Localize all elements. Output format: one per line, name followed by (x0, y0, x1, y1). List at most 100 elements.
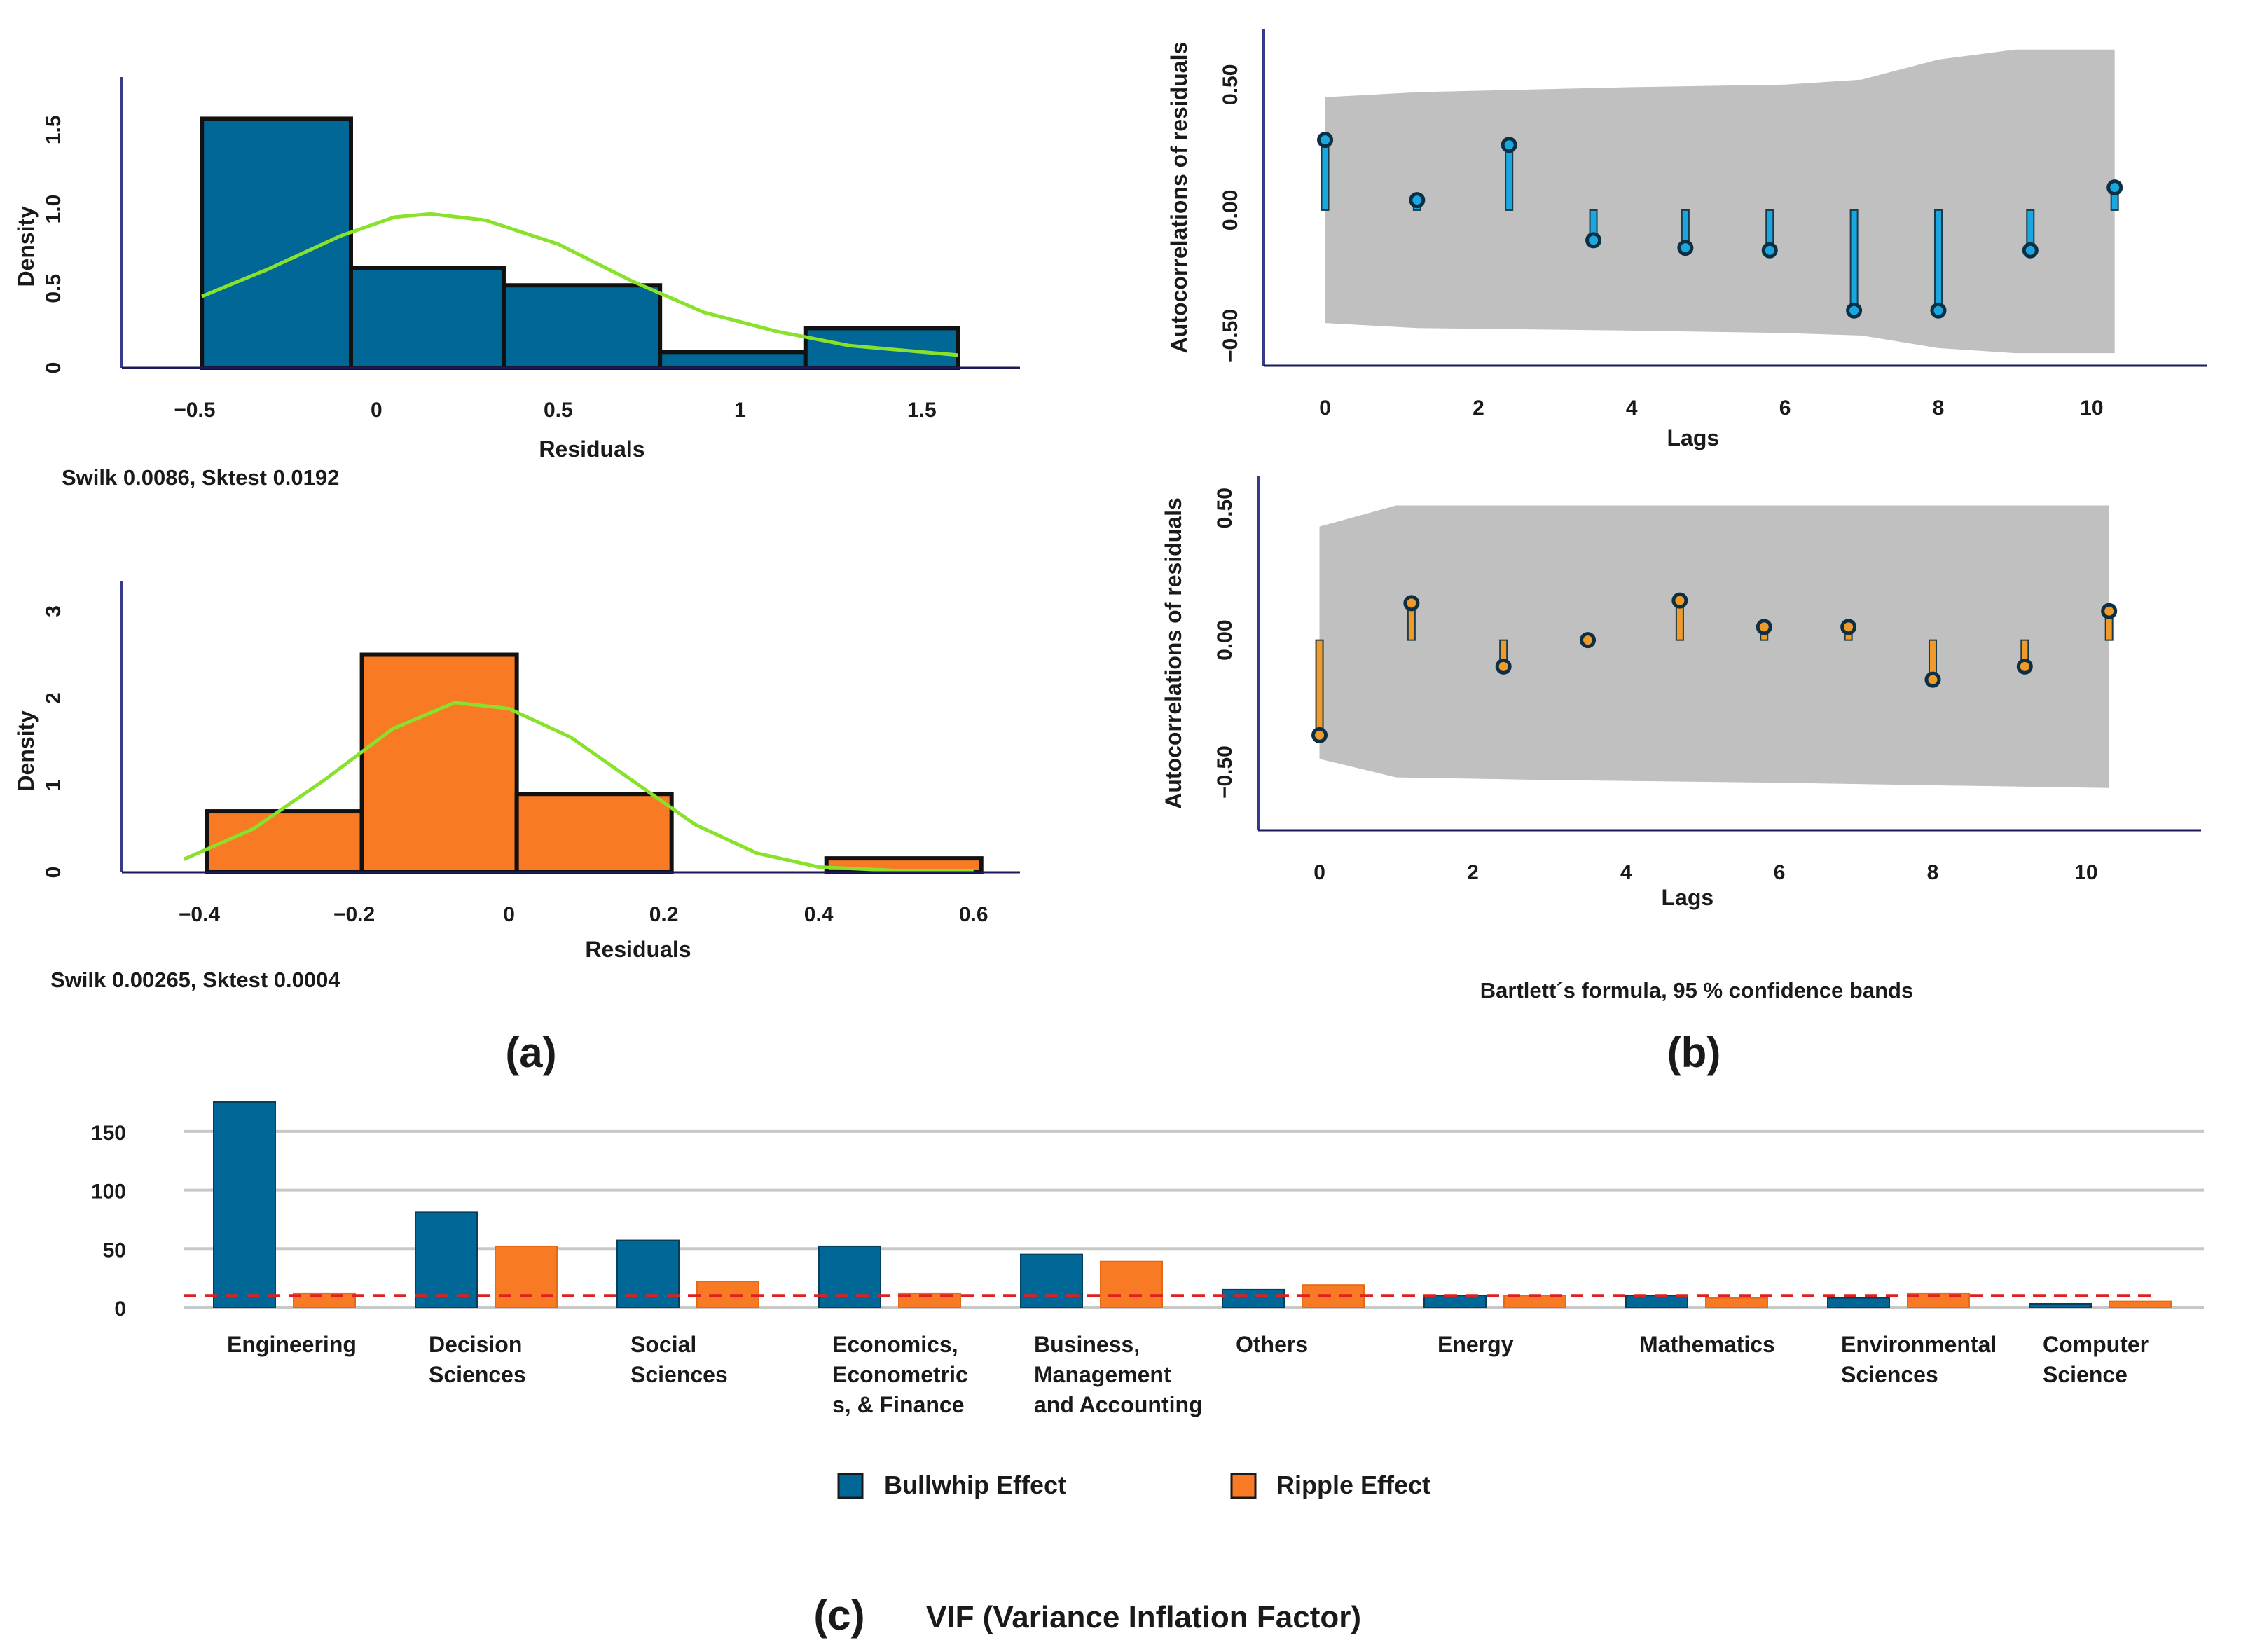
x-axis-title: Lags (1661, 885, 1713, 910)
category-label: Economics, (832, 1332, 958, 1357)
x-tick-label: 0.4 (804, 903, 834, 926)
category-label: Computer (2043, 1332, 2149, 1357)
confidence-band (1319, 505, 2109, 788)
x-tick-label: 6 (1774, 861, 1786, 884)
x-axis-title: Residuals (539, 436, 644, 462)
y-tick-label: 1 (42, 779, 65, 791)
category-label: Decision (429, 1332, 522, 1357)
y-tick-label: 2 (42, 692, 65, 704)
kde-curve (183, 701, 974, 872)
x-tick-label: 0.2 (649, 903, 679, 926)
y-tick-label: 0 (42, 362, 65, 374)
acf-point (1585, 232, 1602, 249)
vif-chart-title: VIF (Variance Inflation Factor) (926, 1600, 1361, 1634)
y-tick-label: 1.5 (42, 115, 65, 144)
normality-test-bullwhip: Swilk 0.0086, Sktest 0.0192 (62, 465, 339, 490)
bar-ripple (1705, 1297, 1768, 1308)
bar-ripple (1302, 1284, 1365, 1309)
acf-point (1403, 595, 1420, 612)
legend-label-bullwhip: Bullwhip Effect (884, 1471, 1066, 1499)
histogram-bin (348, 266, 506, 370)
histogram-bin (658, 350, 808, 370)
bar-bullwhip (415, 1211, 478, 1308)
histogram-bullwhip: −0.5 0 0.5 1 1.5 0 0.5 1.0 1.5 Density Residuals (13, 77, 1020, 462)
y-tick-label: −0.50 (1213, 745, 1236, 799)
x-tick-label: −0.4 (179, 903, 221, 926)
acf-stem (1933, 209, 1943, 312)
x-tick-label: 2 (1467, 861, 1479, 884)
acf-stem (1321, 139, 1330, 211)
y-tick-label: 0.00 (1213, 619, 1236, 660)
acf-point (1924, 671, 1941, 688)
legend-swatch-bullwhip (837, 1473, 864, 1499)
y-tick-label: 100 (91, 1181, 126, 1204)
y-tick-label: 1.0 (42, 195, 65, 224)
vif-legend: Bullwhip Effect Ripple Effect (837, 1471, 1430, 1499)
x-tick-label: 0 (1313, 861, 1325, 884)
vif-bar-chart: 0 50 100 150 Engineering Decision Sciences Soci… (91, 1101, 2204, 1417)
bar-ripple (495, 1245, 558, 1308)
x-axis-title: Lags (1667, 425, 1719, 450)
legend-swatch-ripple (1230, 1473, 1257, 1499)
bartlett-footnote: Bartlett´s formula, 95 % confidence band… (1480, 978, 1913, 1003)
acf-point (1495, 658, 1512, 675)
x-tick-label: −0.5 (174, 399, 215, 422)
bar-bullwhip (1827, 1297, 1890, 1308)
bar-ripple (2109, 1300, 2172, 1308)
bar-bullwhip (818, 1245, 881, 1308)
acf-point (1580, 632, 1597, 649)
acf-point (2022, 242, 2039, 259)
category-label: Social (630, 1332, 696, 1357)
bar-bullwhip (1625, 1295, 1688, 1309)
y-axis-title: Autocorrelations of residuals (1161, 497, 1186, 809)
bar-ripple (1100, 1260, 1163, 1309)
x-tick-label: 4 (1620, 861, 1632, 884)
x-tick-label: 0 (503, 903, 515, 926)
y-axis-title: Autocorrelations of residuals (1166, 42, 1192, 354)
acf-ripple: 0 2 4 6 8 10 −0.50 0.00 0.50 Autocorrelations of … (1161, 476, 2201, 910)
acf-stem (1505, 144, 1514, 211)
bar-bullwhip (213, 1101, 276, 1308)
y-tick-label: 0.50 (1213, 488, 1236, 528)
category-label: Energy (1437, 1332, 1514, 1357)
x-axis-title: Residuals (585, 937, 691, 962)
category-label: Mathematics (1639, 1332, 1775, 1357)
y-tick-label: 0.00 (1219, 190, 1242, 230)
histogram-bin (514, 792, 674, 875)
histogram-bin (501, 283, 663, 370)
acf-point (1501, 137, 1517, 153)
acf-point (1846, 302, 1863, 319)
category-label: Sciences (1841, 1362, 1938, 1387)
category-label: Science (2043, 1362, 2128, 1387)
panel-label-c: (c) (813, 1592, 864, 1639)
x-tick-label: 2 (1473, 397, 1484, 420)
x-tick-label: 8 (1933, 397, 1945, 420)
histogram-ripple: −0.4 −0.2 0 0.2 0.4 0.6 0 1 2 3 Density Residuals (13, 581, 1020, 962)
bar-ripple (696, 1281, 759, 1309)
bar-bullwhip (616, 1239, 680, 1308)
category-label: Econometric (832, 1362, 968, 1387)
category-label: Engineering (227, 1332, 357, 1357)
x-tick-label: 0 (1319, 397, 1331, 420)
acf-point (2101, 603, 2118, 619)
bar-bullwhip (1020, 1253, 1083, 1308)
acf-point (2016, 658, 2033, 675)
category-label: Others (1236, 1332, 1308, 1357)
category-label: Environmental (1841, 1332, 1997, 1357)
x-tick-label: −0.2 (333, 903, 375, 926)
acf-bullwhip: 0 2 4 6 8 10 −0.50 0.00 0.50 Autocorrelations of … (1166, 29, 2207, 450)
y-tick-label: 150 (91, 1122, 126, 1145)
acf-point (1671, 592, 1688, 609)
histogram-bin (205, 809, 364, 875)
panel-label-b: (b) (1667, 1029, 1721, 1076)
x-tick-label: 0 (371, 399, 382, 422)
x-tick-label: 0.6 (959, 903, 988, 926)
y-tick-label: 0.5 (42, 274, 65, 303)
legend-label-ripple: Ripple Effect (1276, 1471, 1430, 1499)
category-label: Business, (1034, 1332, 1140, 1357)
acf-point (1930, 302, 1947, 319)
acf-point (1677, 240, 1694, 256)
x-tick-label: 8 (1927, 861, 1939, 884)
acf-point (1311, 727, 1328, 743)
